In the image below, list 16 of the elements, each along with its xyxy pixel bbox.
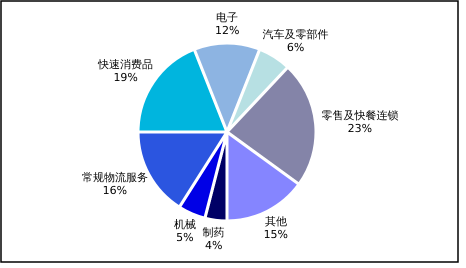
- slice-label: 汽车及零部件: [262, 28, 329, 41]
- data-label: 5%: [175, 231, 195, 244]
- slice-label: 零售及快餐连锁: [321, 108, 398, 122]
- data-label: 6%: [286, 40, 306, 54]
- data-label: 4%: [204, 239, 224, 252]
- data-label: 15%: [264, 228, 288, 242]
- data-label: 19%: [112, 71, 139, 84]
- slice-label: 快速消费品: [98, 58, 154, 72]
- slice-label: 常规物流服务: [82, 171, 148, 184]
- slice-label: 机械: [174, 218, 196, 232]
- slice-label: 制药: [202, 226, 225, 240]
- data-label: 12%: [215, 24, 240, 37]
- data-label: 16%: [102, 184, 128, 198]
- slice-label: 其他: [264, 215, 288, 228]
- slice-label: 电子: [215, 11, 240, 24]
- data-label: 23%: [346, 122, 374, 135]
